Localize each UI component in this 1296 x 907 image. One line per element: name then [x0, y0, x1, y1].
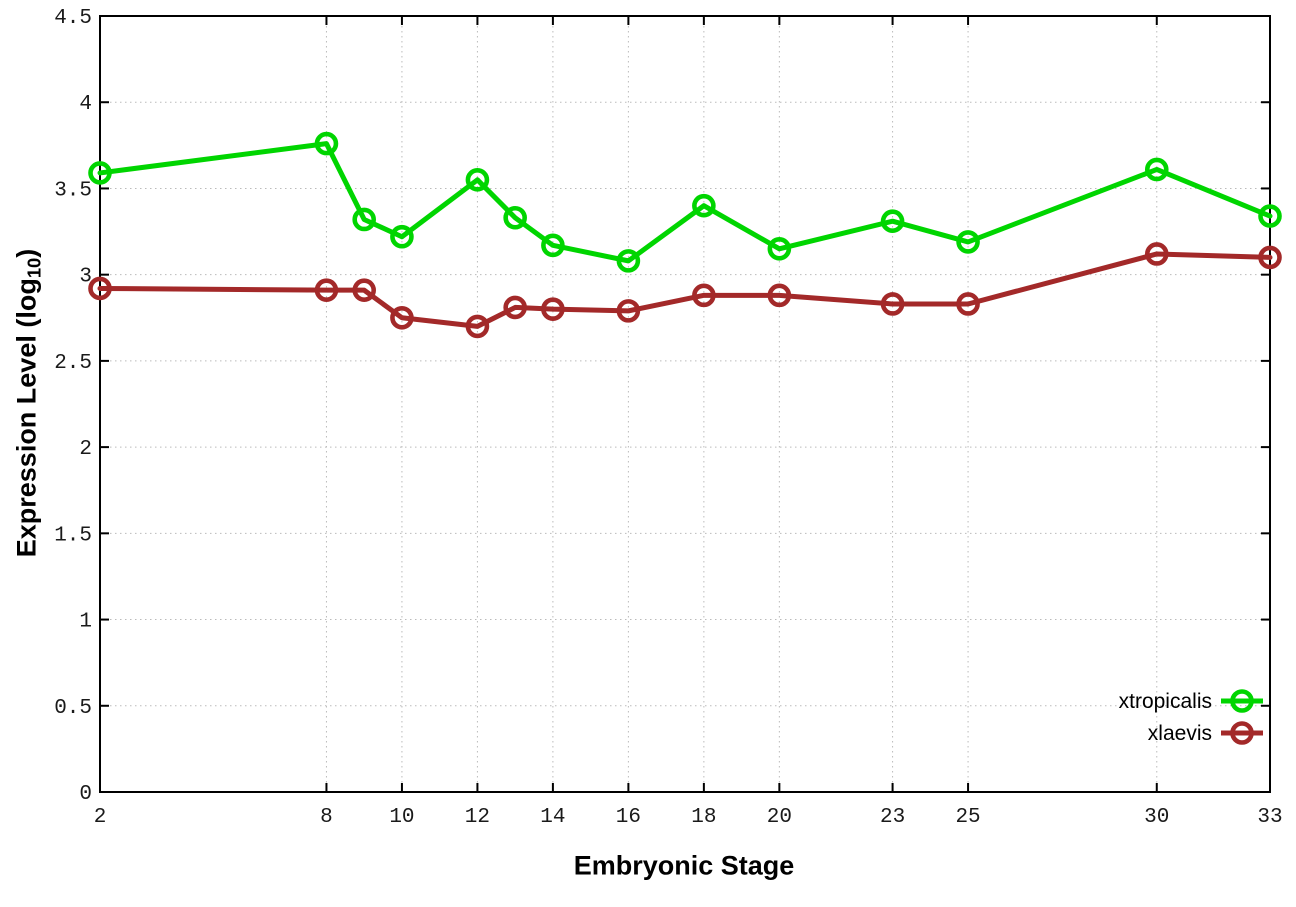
x-axis-title: Embryonic Stage — [573, 850, 795, 881]
data-point-marker — [1144, 157, 1169, 182]
x-tick-label: 33 — [1257, 806, 1282, 829]
data-point-marker — [767, 283, 792, 308]
data-point-marker — [390, 224, 414, 249]
data-point-marker — [352, 207, 376, 232]
y-tick-label: 0 — [79, 783, 92, 806]
tick-labels: 2 8 10 12 14 16 18 20 23 25 30 33 0 0.5 1 1.5 2 2.5 3 3.5 4 4… — [54, 7, 1282, 829]
x-tick-label: 18 — [691, 806, 716, 829]
x-tick-label: 10 — [389, 806, 414, 829]
x-tick-label: 8 — [320, 806, 333, 829]
data-point-marker — [541, 233, 565, 258]
y-tick-label: 2.5 — [54, 352, 92, 375]
legend-label: xlaevis — [1148, 722, 1212, 745]
x-tick-label: 30 — [1144, 806, 1169, 829]
y-tick-label: 2 — [79, 438, 92, 461]
x-tick-label: 25 — [955, 806, 980, 829]
tick-marks — [99, 15, 1271, 793]
data-point-marker — [88, 276, 112, 301]
y-tick-label: 3 — [79, 266, 92, 289]
x-tick-label: 14 — [540, 806, 565, 829]
series-line — [97, 251, 1273, 329]
data-point-marker — [1258, 245, 1282, 270]
data-point-marker — [352, 278, 376, 302]
series-line — [97, 141, 1273, 264]
y-tick-label: 0.5 — [54, 697, 92, 720]
legend-sample-marker — [1230, 721, 1254, 745]
y-tick-label: 3.5 — [54, 179, 92, 202]
series-xlaevis — [88, 242, 1282, 339]
data-point-marker — [541, 297, 565, 321]
gridlines — [100, 16, 1270, 792]
series-xtropicalis — [88, 131, 1282, 273]
data-point-marker — [88, 161, 112, 185]
legend-entry-xlaevis: xlaevis — [1148, 721, 1263, 745]
legend-sample-marker — [1230, 689, 1254, 713]
data-point-marker — [692, 193, 716, 218]
legend-entry-xtropicalis: xtropicalis — [1119, 689, 1263, 713]
data-point-marker — [616, 299, 641, 323]
x-tick-label: 2 — [94, 806, 107, 829]
y-axis-title-subscript: 10 — [23, 257, 45, 279]
plot-border — [99, 15, 1271, 793]
y-tick-label: 1 — [79, 611, 92, 634]
data-point-marker — [956, 292, 980, 316]
x-tick-label: 23 — [880, 806, 905, 829]
data-point-marker — [956, 230, 980, 254]
data-point-marker — [465, 314, 490, 339]
x-tick-label: 20 — [767, 806, 792, 829]
data-point-marker — [880, 209, 905, 234]
legend-label: xtropicalis — [1119, 690, 1212, 713]
data-point-marker — [314, 131, 339, 156]
data-point-marker — [1258, 204, 1282, 228]
x-tick-label: 16 — [616, 806, 641, 829]
data-point-marker — [880, 292, 905, 316]
data-point-marker — [503, 205, 527, 230]
y-axis-title: Expression Level (log10) — [11, 249, 45, 558]
y-tick-label: 4 — [79, 93, 92, 116]
data-point-marker — [465, 168, 490, 192]
y-tick-label: 4.5 — [54, 7, 92, 30]
data-point-marker — [692, 283, 716, 308]
data-point-marker — [616, 249, 641, 273]
y-axis-title-main: Expression Level (log — [11, 278, 42, 558]
data-point-marker — [767, 237, 792, 261]
data-point-marker — [314, 278, 339, 302]
legend: xtropicalis xlaevis — [1119, 689, 1263, 745]
y-tick-label: 1.5 — [54, 524, 92, 547]
data-point-marker — [1144, 242, 1169, 266]
x-tick-label: 12 — [465, 806, 490, 829]
data-point-marker — [503, 295, 527, 320]
data-point-marker — [390, 305, 414, 330]
